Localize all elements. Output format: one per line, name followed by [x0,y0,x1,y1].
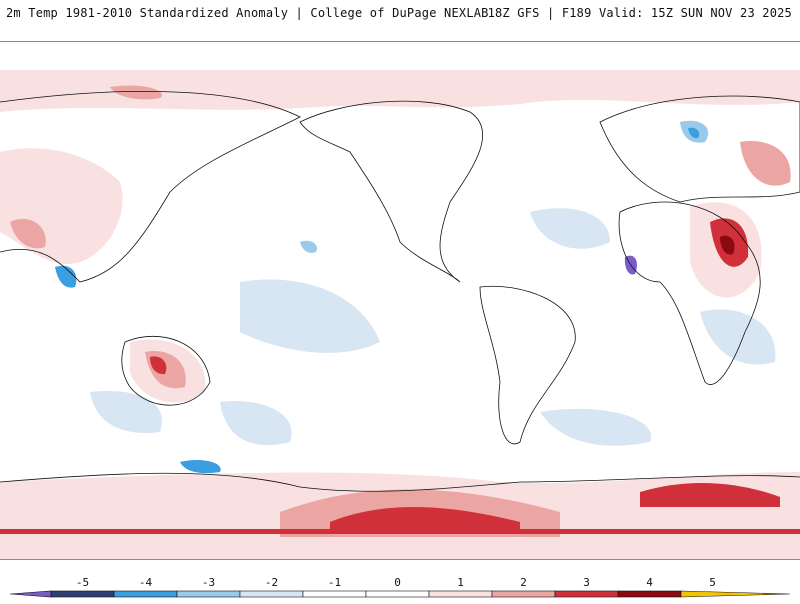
colorbar-segment [365,590,430,598]
southern-red-band [0,529,800,534]
australia-outline [121,335,211,406]
map-canvas [0,70,800,559]
colorbar-tick-label: 4 [646,576,653,589]
colorbar-tick-label: -1 [328,576,341,589]
antarctic-cool [180,460,221,474]
colorbar-tick-label: 3 [583,576,590,589]
chart-title: 2m Temp 1981-2010 Standardized Anomaly |… [6,6,489,20]
colorbar-segment [176,590,241,598]
greenland-cool-core [688,127,700,139]
colorbar-tick-label: -5 [76,576,89,589]
colorbar-segment [617,590,682,598]
colorbar-segment [113,590,178,598]
colorbar-segment [302,590,367,598]
asia-warm-core [10,218,46,249]
colorbar-tick-label: 2 [520,576,527,589]
southern-ocean-cool [90,391,162,433]
colorbar-legend: -5 -4 -3 -2 -1 0 1 2 3 4 5 [0,570,800,600]
colorbar-segment [554,590,619,598]
south-america-outline [479,285,576,445]
southern-ocean-cool-2 [220,401,292,446]
colorbar-tick-label: -2 [265,576,278,589]
south-atlantic-cool [540,408,652,446]
run-valid-time: 18Z GFS | F189 Valid: 15Z SUN NOV 23 202… [487,6,792,20]
sea-cool [55,265,77,288]
anomaly-map [0,41,800,560]
atlantic-cool [530,208,610,249]
se-africa-cool [700,309,776,365]
antarctic-red-east [640,482,780,507]
africa-outline [618,201,761,385]
australia-warm-red [150,356,167,375]
coastlines [0,90,800,492]
colorbar-tick-label: 5 [709,576,716,589]
colorbar-extend-high [680,590,791,598]
east-africa-hot [720,235,735,255]
colorbar-segment [491,590,556,598]
colorbar-tick-label: 0 [394,576,401,589]
colorbar-tick-label: -3 [202,576,215,589]
colorbar-tick-label: 1 [457,576,464,589]
north-america-outline [299,100,483,283]
eurasia-outline [0,90,800,283]
antarctica-outline [0,472,800,492]
eurasia-warm-core [740,141,791,186]
colorbar-extend-low [9,590,52,598]
asia-warm [0,148,123,265]
antarctic-red [330,507,520,534]
colorbar-segment [428,590,493,598]
arctic-warm-core [110,85,162,100]
colorbar: -5 -4 -3 -2 -1 0 1 2 3 4 5 [9,576,791,598]
colorbar-segment [50,590,115,598]
pacific-cool-spot [300,240,317,253]
arctic-warm-band [0,70,800,112]
pacific-cool [240,279,380,353]
colorbar-tick-label: -4 [139,576,153,589]
anomaly-shading [0,70,800,559]
colorbar-segment [239,590,304,598]
